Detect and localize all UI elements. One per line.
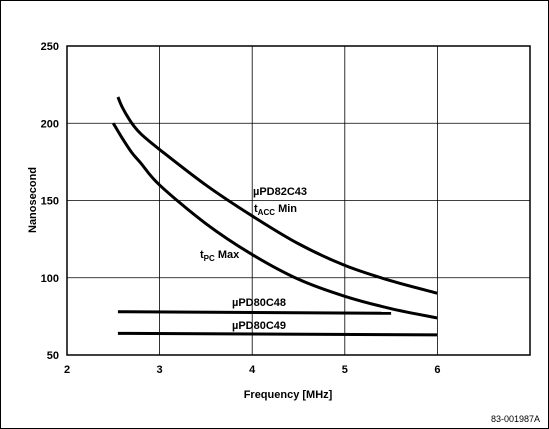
series-label-upd80c49: µPD80C49	[232, 320, 286, 332]
series-line-upd80c48	[117, 310, 392, 315]
x-tick-label: 3	[157, 364, 163, 376]
x-tick-label: 4	[249, 364, 256, 376]
figure-id: 83-001987A	[491, 414, 540, 424]
series-lines	[112, 96, 438, 337]
series-line-tpc-max	[112, 122, 438, 320]
series-label-tacc-min: tACC Min	[254, 203, 297, 217]
y-tick-label: 250	[41, 41, 59, 53]
x-tick-label: 2	[64, 364, 70, 376]
x-tick-label: 5	[342, 364, 348, 376]
x-axis-label: Frequency [MHz]	[244, 389, 333, 401]
series-label-upd82c43: µPD82C43	[253, 186, 307, 198]
y-axis-ticks: 50 100 150 200 250	[41, 41, 59, 362]
series-label-upd80c48: µPD80C48	[232, 297, 286, 309]
y-tick-label: 200	[41, 118, 59, 130]
grid	[67, 46, 530, 355]
y-tick-label: 150	[41, 196, 59, 208]
y-tick-label: 100	[41, 273, 59, 285]
x-axis-ticks: 2 3 4 5 6	[64, 364, 441, 376]
series-line-upd80c49	[117, 331, 438, 337]
y-tick-label: 50	[47, 350, 59, 362]
series-line-upd82c43-tacc-min	[116, 96, 438, 295]
x-tick-label: 6	[434, 364, 440, 376]
y-axis-label: Nanosecond	[27, 167, 39, 233]
series-label-tpc-max: tPC Max	[200, 249, 240, 263]
